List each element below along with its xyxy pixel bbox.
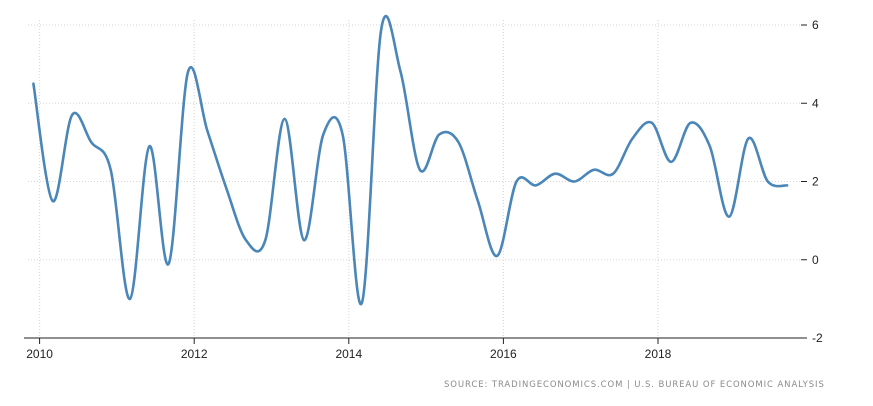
y-axis-ticks: [801, 24, 807, 339]
source-caption: SOURCE: TRADINGECONOMICS.COM | U.S. BURE…: [444, 380, 825, 390]
x-tick-label: 2014: [335, 347, 362, 361]
y-tick-label: 6: [812, 18, 819, 32]
series-line: [32, 14, 789, 306]
x-tick-label: 2010: [26, 347, 53, 361]
x-axis-tick-labels: 2010 2012 2014 2016 2018: [26, 347, 671, 361]
y-axis-tick-labels: 6 4 2 0 -2: [812, 18, 823, 345]
x-tick-label: 2016: [490, 347, 517, 361]
y-tick-label: -2: [812, 331, 823, 345]
x-tick-label: 2018: [645, 347, 672, 361]
x-tick-label: 2012: [181, 347, 208, 361]
x-axis-ticks: [39, 338, 659, 344]
y-tick-label: 0: [812, 253, 819, 267]
y-tick-label: 4: [812, 96, 819, 110]
y-tick-label: 2: [812, 175, 819, 189]
